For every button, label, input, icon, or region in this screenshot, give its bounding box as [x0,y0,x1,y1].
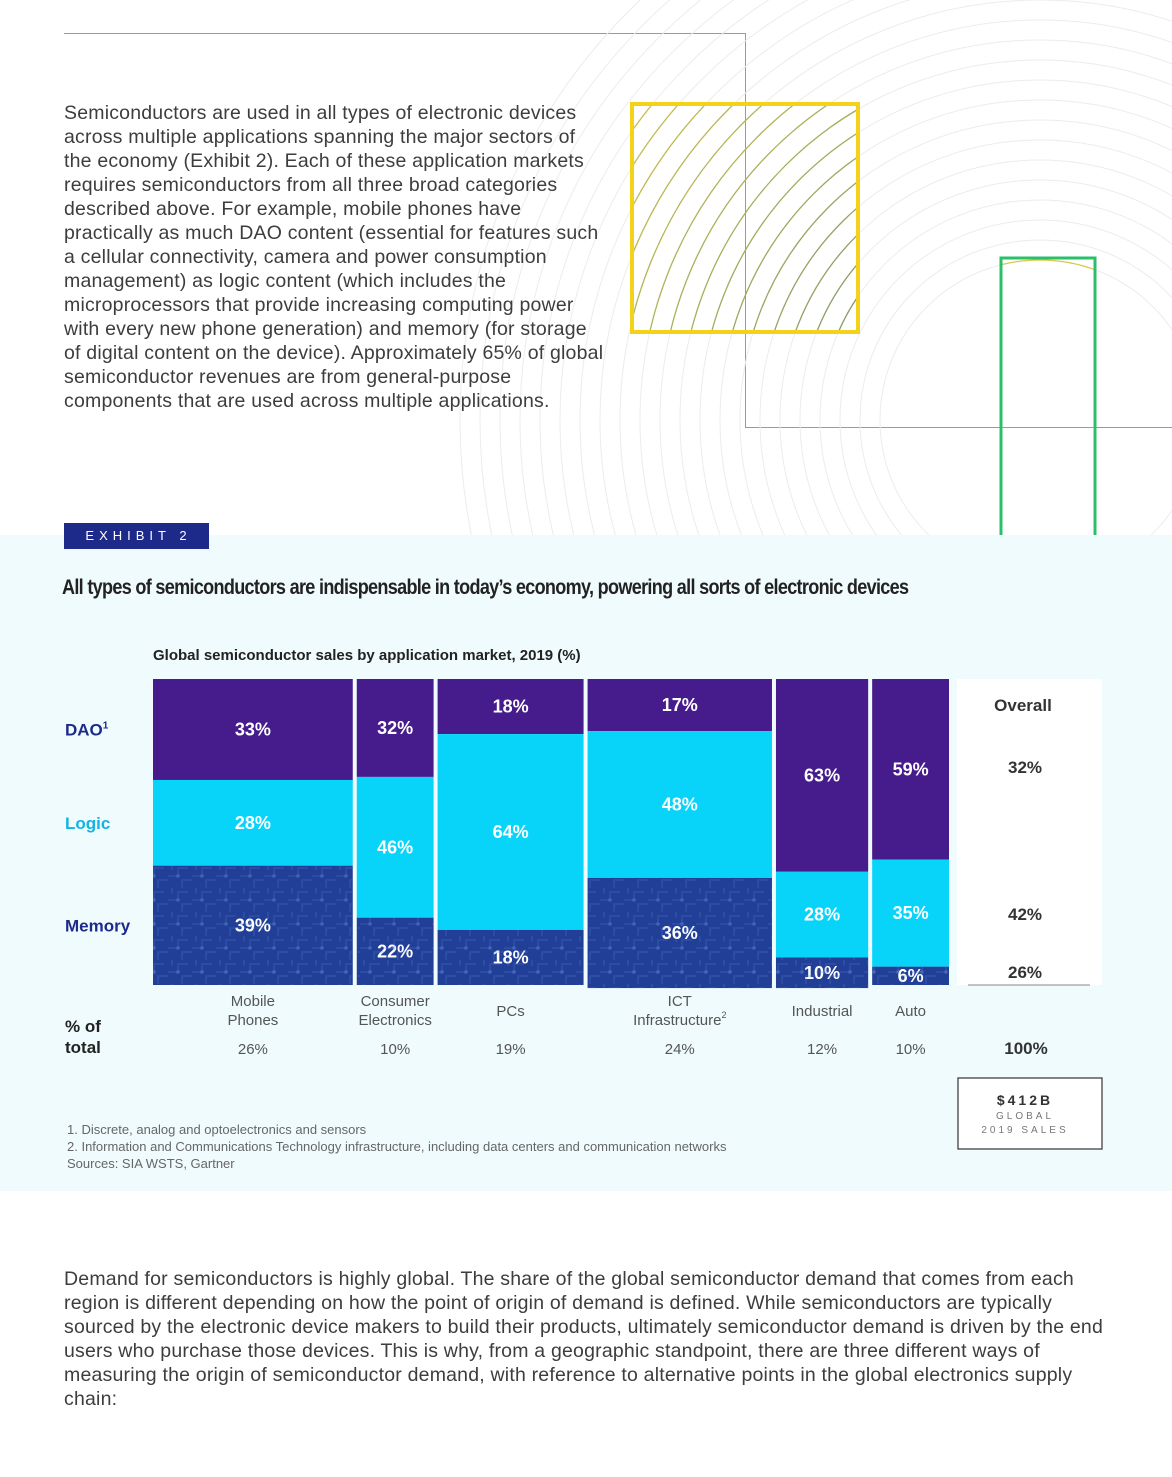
bar-segment-logic [437,734,584,930]
category-label-line1: ICT [668,993,692,1010]
chart-column: 33%28%39% [153,679,353,985]
row-header-line1: % of [65,1017,101,1036]
marimekko-chart: 33%28%39%32%46%22%18%64%18%17%48%36%63%2… [65,679,1103,1150]
circuit-texture [356,917,434,985]
overall-total: 100% [1004,1039,1047,1058]
chart-column: 63%28%10% [775,679,869,989]
circuit-texture [437,929,584,985]
data-label: 32% [377,718,413,738]
circuit-texture [587,877,772,989]
overall-value: 26% [1008,963,1042,982]
category-label: Industrial [792,1003,853,1020]
overall-value: 42% [1008,905,1042,924]
data-label: 64% [493,822,529,842]
overall-column: Overall 32% 42% 26% 100% [957,679,1102,1058]
category-label-line1: Auto [895,1003,926,1020]
data-label: 18% [493,697,529,717]
chart-columns: 33%28%39%32%46%22%18%64%18%17%48%36%63%2… [153,679,949,989]
data-label: 33% [235,719,271,739]
bar-segment-logic [872,859,949,967]
bar-segment-logic [356,776,434,918]
bar-segment-logic [587,731,772,878]
circuit-texture [872,966,949,985]
bar-segment-logic [153,779,353,866]
data-label: 59% [893,759,929,779]
share-of-total-label: 10% [896,1041,926,1058]
series-label-dao: DAO1 [65,720,109,739]
bar-segment-dao [587,679,772,732]
chart-column: 32%46%22% [356,679,434,985]
closing-paragraph: Demand for semiconductors is highly glob… [64,1268,1103,1410]
bar-segment-dao [775,679,869,872]
circuit-texture [775,957,869,989]
data-label: 63% [804,765,840,785]
category-label-line1: PCs [496,1003,524,1020]
overall-value: 32% [1008,758,1042,777]
decorative-horizontal-rule [745,427,1172,428]
series-label-logic: Logic [65,814,110,833]
category-label-line1: Industrial [792,1003,853,1020]
data-label: 17% [662,695,698,715]
row-header-line2: total [65,1038,101,1057]
bar-segment-dao [437,679,584,735]
bar-segment-logic [775,871,869,958]
exhibit-label: EXHIBIT 2 [64,523,209,549]
category-label: Auto [895,1003,926,1020]
category-label-line1: Consumer [361,993,430,1010]
chart-column: 18%64%18% [437,679,584,985]
chart-column: 17%48%36% [587,679,772,989]
data-label: 35% [893,903,929,923]
global-sales-line1: GLOBAL [996,1111,1054,1122]
global-sales-border [957,1077,1103,1150]
category-label: Consumer Electronics [358,993,431,1029]
bar-segment-dao [872,679,949,860]
data-label: 28% [235,813,271,833]
bar-segment-dao [153,679,353,780]
global-sales-box: $412B GLOBAL 2019 SALES [957,1077,1103,1150]
chart-column: 59%35%6% [872,679,949,986]
footnote-2: 2. Information and Communications Techno… [67,1139,727,1154]
category-label-line2: Phones [227,1012,278,1029]
share-of-total-label: 12% [807,1041,837,1058]
share-of-total-label: 10% [380,1041,410,1058]
exhibit-title: All types of semiconductors are indispen… [62,576,909,599]
footnote-sources: Sources: SIA WSTS, Gartner [67,1156,235,1171]
data-label: 46% [377,837,413,857]
series-label-memory: Memory [65,916,131,935]
global-sales-amount: $412B [997,1092,1053,1108]
data-label: 28% [804,905,840,925]
footnote-1: 1. Discrete, analog and optoelectronics … [67,1122,367,1137]
circuit-texture [153,865,353,985]
data-label: 48% [662,794,698,814]
intro-paragraph: Semiconductors are used in all types of … [64,102,604,412]
category-label: Mobile Phones [227,993,278,1029]
share-of-total-label: 24% [665,1041,695,1058]
overall-panel [957,679,1102,985]
decorative-vertical-rule [745,33,746,427]
faint-arcs [459,0,1172,600]
category-label: PCs [496,1003,524,1020]
footnotes: 1. Discrete, analog and optoelectronics … [67,1121,727,1172]
category-label-line2: Infrastructure2 [633,1010,726,1029]
share-of-total-label: 26% [238,1041,268,1058]
overall-header: Overall [994,696,1052,715]
category-label-line2: Electronics [358,1012,431,1029]
share-of-total-label: 19% [496,1041,526,1058]
yellow-frame [630,102,860,334]
top-rule [64,33,745,34]
global-sales-line2: 2019 SALES [981,1125,1068,1136]
chart-title: Global semiconductor sales by applicatio… [153,647,581,664]
category-label-line1: Mobile [231,993,275,1010]
bar-segment-dao [356,679,434,777]
